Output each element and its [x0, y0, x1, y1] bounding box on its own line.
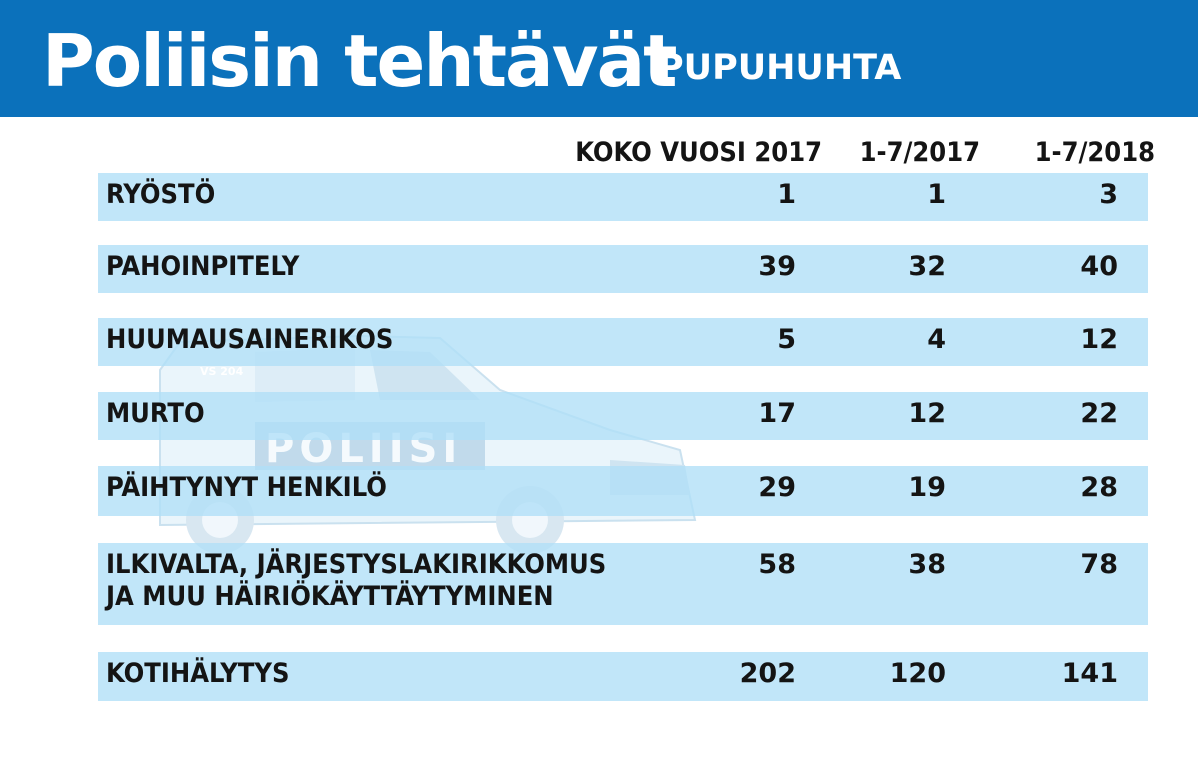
- value-full-year-2017: 29: [758, 472, 796, 503]
- value-jan-jul-2018: 78: [1080, 549, 1118, 580]
- value-full-year-2017: 5: [777, 324, 796, 355]
- value-jan-jul-2018: 40: [1080, 251, 1118, 282]
- page-title: Poliisin tehtävät: [42, 19, 678, 103]
- value-jan-jul-2018: 12: [1080, 324, 1118, 355]
- value-jan-jul-2018: 28: [1080, 472, 1118, 503]
- row-label: MURTO: [106, 398, 205, 429]
- value-jan-jul-2017: 1: [927, 179, 946, 210]
- column-header-jan-jul-2018: 1-7/2018: [1034, 137, 1155, 168]
- table-row: MURTO 17 12 22: [98, 392, 1148, 440]
- value-full-year-2017: 202: [739, 658, 796, 689]
- row-label: PAHOINPITELY: [106, 251, 300, 282]
- value-full-year-2017: 39: [758, 251, 796, 282]
- value-jan-jul-2018: 3: [1099, 179, 1118, 210]
- column-header-full-year-2017: KOKO VUOSI 2017: [575, 137, 822, 168]
- value-full-year-2017: 17: [758, 398, 796, 429]
- row-label: PÄIHTYNYT HENKILÖ: [106, 472, 387, 503]
- value-full-year-2017: 1: [777, 179, 796, 210]
- value-jan-jul-2017: 19: [908, 472, 946, 503]
- value-full-year-2017: 58: [758, 549, 796, 580]
- value-jan-jul-2017: 4: [927, 324, 946, 355]
- row-label: RYÖSTÖ: [106, 179, 216, 210]
- table-row: PAHOINPITELY 39 32 40: [98, 245, 1148, 293]
- table-row: HUUMAUSAINERIKOS 5 4 12: [98, 318, 1148, 366]
- value-jan-jul-2018: 141: [1061, 658, 1118, 689]
- row-label: KOTIHÄLYTYS: [106, 658, 290, 689]
- table-row: PÄIHTYNYT HENKILÖ 29 19 28: [98, 466, 1148, 516]
- value-jan-jul-2017: 120: [889, 658, 946, 689]
- table-row: RYÖSTÖ 1 1 3: [98, 173, 1148, 221]
- column-header-jan-jul-2017: 1-7/2017: [859, 137, 980, 168]
- header-bar: Poliisin tehtävät PUPUHUHTA: [0, 0, 1198, 117]
- value-jan-jul-2017: 38: [908, 549, 946, 580]
- row-label: HUUMAUSAINERIKOS: [106, 324, 394, 355]
- table-row: KOTIHÄLYTYS 202 120 141: [98, 652, 1148, 701]
- value-jan-jul-2017: 12: [908, 398, 946, 429]
- row-label-line-2: JA MUU HÄIRIÖKÄYTTÄYTYMINEN: [106, 581, 554, 612]
- van-number: VS 204: [200, 365, 244, 378]
- table-row: ILKIVALTA, JÄRJESTYSLAKIRIKKOMUS JA MUU …: [98, 543, 1148, 625]
- value-jan-jul-2017: 32: [908, 251, 946, 282]
- page-subtitle: PUPUHUHTA: [658, 48, 902, 88]
- value-jan-jul-2018: 22: [1080, 398, 1118, 429]
- row-label-line-1: ILKIVALTA, JÄRJESTYSLAKIRIKKOMUS: [106, 549, 607, 580]
